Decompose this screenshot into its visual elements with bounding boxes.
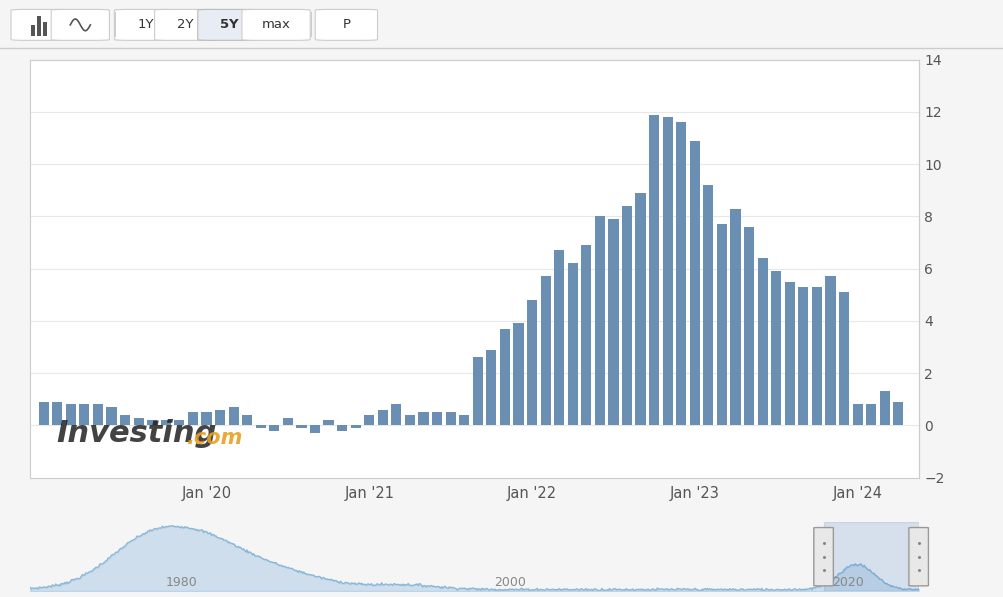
Text: max: max xyxy=(262,19,290,32)
Bar xyxy=(106,407,116,425)
Bar xyxy=(485,350,495,425)
Text: Investing: Investing xyxy=(57,419,217,448)
Bar xyxy=(323,420,333,425)
Bar xyxy=(377,410,387,425)
FancyBboxPatch shape xyxy=(242,10,310,41)
Bar xyxy=(445,413,455,425)
Text: P: P xyxy=(342,19,350,32)
Bar xyxy=(893,402,903,425)
FancyBboxPatch shape xyxy=(813,528,832,586)
Bar xyxy=(757,258,767,425)
Bar xyxy=(648,115,659,425)
Bar xyxy=(689,141,699,425)
Bar xyxy=(540,276,551,425)
Bar xyxy=(839,292,849,425)
Bar xyxy=(662,117,672,425)
Bar xyxy=(581,245,591,425)
Bar xyxy=(296,425,306,428)
Bar xyxy=(879,392,889,425)
Bar xyxy=(567,263,578,425)
Text: 1Y: 1Y xyxy=(137,19,153,32)
Bar xyxy=(202,413,212,425)
Bar xyxy=(635,193,645,425)
Bar xyxy=(37,16,41,36)
Bar xyxy=(770,271,780,425)
Bar xyxy=(175,420,185,425)
Bar xyxy=(43,22,47,36)
Bar xyxy=(31,25,35,36)
Bar xyxy=(608,219,618,425)
Bar xyxy=(824,276,834,425)
Bar xyxy=(458,415,468,425)
Bar xyxy=(703,185,713,425)
Bar xyxy=(269,425,279,430)
Bar xyxy=(79,405,89,425)
Bar xyxy=(472,358,482,425)
Bar xyxy=(797,287,807,425)
Bar xyxy=(65,405,76,425)
FancyBboxPatch shape xyxy=(908,528,928,586)
Bar xyxy=(404,415,414,425)
Bar xyxy=(52,402,62,425)
Bar xyxy=(743,227,753,425)
Bar xyxy=(215,410,225,425)
FancyBboxPatch shape xyxy=(315,10,377,41)
Bar xyxy=(811,287,821,425)
Bar xyxy=(229,407,239,425)
Bar xyxy=(499,329,510,425)
Bar xyxy=(147,420,157,425)
FancyBboxPatch shape xyxy=(198,10,260,41)
Bar xyxy=(513,324,523,425)
Bar xyxy=(38,402,49,425)
Bar xyxy=(283,417,293,425)
Bar xyxy=(594,217,605,425)
Text: 2000: 2000 xyxy=(493,576,526,589)
Bar xyxy=(364,415,374,425)
Bar xyxy=(188,413,198,425)
Text: .com: .com xyxy=(186,428,242,448)
Bar xyxy=(866,405,876,425)
FancyBboxPatch shape xyxy=(51,10,109,41)
Bar xyxy=(350,425,360,428)
Bar xyxy=(527,300,537,425)
FancyBboxPatch shape xyxy=(11,10,69,41)
Bar xyxy=(133,417,143,425)
Text: 1980: 1980 xyxy=(165,576,197,589)
Bar xyxy=(242,415,252,425)
Bar xyxy=(115,12,116,37)
Bar xyxy=(120,415,130,425)
Bar xyxy=(92,405,103,425)
Bar xyxy=(716,224,726,425)
Bar xyxy=(310,425,320,433)
Bar xyxy=(852,405,862,425)
Bar xyxy=(160,420,171,425)
Text: 5Y: 5Y xyxy=(220,19,238,32)
Bar xyxy=(431,413,441,425)
Bar xyxy=(337,425,347,430)
Bar xyxy=(311,12,312,37)
FancyBboxPatch shape xyxy=(154,10,217,41)
Bar xyxy=(675,122,686,425)
Bar xyxy=(418,413,428,425)
Bar xyxy=(822,522,918,591)
Bar xyxy=(784,282,794,425)
Bar xyxy=(256,425,266,428)
Bar xyxy=(391,405,401,425)
Text: 2020: 2020 xyxy=(830,576,863,589)
Bar xyxy=(554,250,564,425)
Bar xyxy=(621,206,632,425)
Text: 2Y: 2Y xyxy=(178,19,194,32)
FancyBboxPatch shape xyxy=(114,10,177,41)
Bar xyxy=(730,208,740,425)
